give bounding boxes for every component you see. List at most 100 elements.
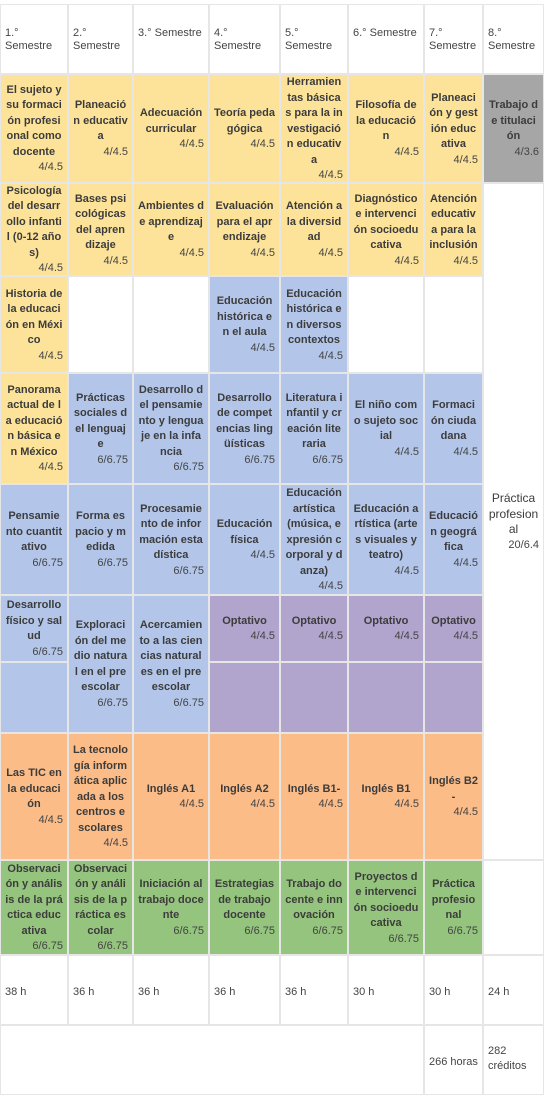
course-name: Observación y análisis de la práctica ed… <box>5 862 63 937</box>
course-credits: 6/6.75 <box>97 696 128 709</box>
semester-hours: 36 h <box>209 955 280 1025</box>
total-credits: 282 créditos <box>483 1025 544 1095</box>
course-name: Estrategias de trabajo docente <box>214 878 275 922</box>
course-cell <box>68 276 133 373</box>
course-name: Pensamiento cuantitativo <box>5 510 63 554</box>
course-credits: 6/6.75 <box>173 564 204 577</box>
course-cell <box>424 662 483 733</box>
course-cell: Literatura infantil y creación literaria… <box>280 373 348 484</box>
course-cell: Planeación y gestión educativa 4/4.5 <box>424 74 483 183</box>
course-credits: 4/4.5 <box>318 246 343 259</box>
course-name: Desarrollo físico y salud <box>5 599 63 643</box>
course-cell: Diagnóstico e intervención socioeducativ… <box>348 183 424 276</box>
course-credits: 6/6.75 <box>388 932 419 945</box>
course-credits: 4/3.6 <box>514 145 539 158</box>
course-name: Atención a la diversidad <box>285 200 343 244</box>
course-name: Educación artística (artes visuales y te… <box>353 502 419 562</box>
course-credits: 4/4.5 <box>394 630 419 643</box>
course-cell: Prácticas sociales del lenguaje 6/6.75 <box>68 373 133 484</box>
course-credits: 4/4.5 <box>179 798 204 811</box>
course-cell: Desarrollo físico y salud 6/6.75 <box>0 595 68 662</box>
course-name: Formación ciudadana <box>430 399 477 443</box>
semester-header: 8.° Semestre <box>483 4 544 74</box>
course-cell: Trabajo de titulación 4/3.6 <box>483 74 544 183</box>
course-cell: Observación y análisis de la práctica es… <box>68 860 133 955</box>
course-credits: 6/6.75 <box>32 940 63 953</box>
semester-header: 2.° Semestre <box>68 4 133 74</box>
course-credits: 6/6.75 <box>97 556 128 569</box>
course-cell: Proyectos de intervención socioeducativa… <box>348 860 424 955</box>
course-cell: Panorama actual de la educación básica e… <box>0 373 68 484</box>
course-cell: Optativo 4/4.5 <box>424 595 483 662</box>
course-cell: Acercamiento a las ciencias naturales en… <box>133 595 209 733</box>
course-cell: Teoría pedagógica 4/4.5 <box>209 74 280 183</box>
semester-hours: 38 h <box>0 955 68 1025</box>
course-cell: Inglés B1- 4/4.5 <box>280 733 348 860</box>
course-cell: Pensamiento cuantitativo 6/6.75 <box>0 484 68 595</box>
course-name: Inglés A1 <box>146 782 196 795</box>
course-name: La tecnología informática aplicada a los… <box>73 744 129 834</box>
course-cell: Procesamiento de información estadística… <box>133 484 209 595</box>
course-cell: Las TIC en la educación 4/4.5 <box>0 733 68 860</box>
course-cell: Educación geográfica 4/4.5 <box>424 484 483 595</box>
course-name: Educación artística (música, expresión c… <box>285 487 343 577</box>
course-credits: 4/4.5 <box>453 153 478 166</box>
course-name: Panorama actual de la educación básica e… <box>5 383 63 458</box>
course-cell: Inglés B2- 4/4.5 <box>424 733 483 860</box>
course-name: El sujeto y su formación profesional com… <box>6 83 62 158</box>
course-name: Acercamiento a las ciencias naturales en… <box>139 619 203 694</box>
course-name: Proyectos de intervención socioeducativa <box>353 870 419 930</box>
course-cell: Iniciación al trabajo docente 6/6.75 <box>133 860 209 955</box>
course-name: Prácticas sociales del lenguaje <box>73 391 128 451</box>
course-credits: 6/6.75 <box>173 924 204 937</box>
course-credits: 4/4.5 <box>103 145 128 158</box>
course-name: Educación geográfica <box>429 510 478 554</box>
course-credits: 4/4.5 <box>318 349 343 362</box>
course-cell: Evaluación para el aprendizaje 4/4.5 <box>209 183 280 276</box>
course-name: Optativo <box>363 614 409 627</box>
semester-hours: 36 h <box>133 955 209 1025</box>
course-name: Teoría pedagógica <box>214 107 275 135</box>
course-name: Las TIC en la educación <box>6 767 62 811</box>
course-name: Psicología del desarrollo infantil (0-12… <box>6 184 62 259</box>
course-credits: 6/6.75 <box>32 556 63 569</box>
course-name: Diagnóstico e intervención socioeducativ… <box>353 192 419 252</box>
course-name: Evaluación para el aprendizaje <box>215 200 274 244</box>
course-cell: Educación histórica en diversos contexto… <box>280 276 348 373</box>
course-name: Práctica profesional <box>488 491 539 537</box>
course-name: Historia de la educación en México <box>5 287 63 347</box>
course-name: Optativo <box>291 614 337 627</box>
course-credits: 6/6.75 <box>312 924 343 937</box>
course-credits: 4/4.5 <box>38 349 63 362</box>
course-name: Literatura infantil y creación literaria <box>285 391 343 451</box>
course-credits: 20/6.4 <box>508 538 539 551</box>
course-cell: Optativo 4/4.5 <box>209 595 280 662</box>
semester-header: 3.° Semestre <box>133 4 209 74</box>
course-credits: 6/6.75 <box>32 645 63 658</box>
course-cell: La tecnología informática aplicada a los… <box>68 733 133 860</box>
course-credits: 6/6.75 <box>244 924 275 937</box>
course-name: Herramientas básicas para la investigaci… <box>285 76 343 166</box>
course-name: Atención educativa para la inclusión <box>429 192 478 252</box>
course-credits: 4/4.5 <box>394 798 419 811</box>
course-credits: 4/4.5 <box>250 138 275 150</box>
course-name: Procesamiento de información estadística <box>139 502 203 562</box>
course-cell: Filosofía de la educación 4/4.5 <box>348 74 424 183</box>
course-name: Educación histórica en el aula <box>216 295 273 339</box>
semester-hours: 36 h <box>280 955 348 1025</box>
course-credits: 4/4.5 <box>250 341 275 354</box>
course-cell: Bases psicológicas del aprendizaje 4/4.5 <box>68 183 133 276</box>
course-credits: 4/4.5 <box>394 564 419 577</box>
course-name: Planeación educativa <box>73 99 128 143</box>
course-credits: 6/6.75 <box>447 924 478 937</box>
totals-spacer <box>0 1025 424 1095</box>
course-credits: 4/4.5 <box>38 461 63 474</box>
course-name: Desarrollo de competencias lingüísticas <box>216 391 273 451</box>
course-cell: Atención a la diversidad 4/4.5 <box>280 183 348 276</box>
semester-header: 4.° Semestre <box>209 4 280 74</box>
course-credits: 4/4.5 <box>250 798 275 811</box>
course-cell: Forma espacio y medida 6/6.75 <box>68 484 133 595</box>
course-credits: 4/4.5 <box>250 630 275 643</box>
course-credits: 4/4.5 <box>453 445 478 458</box>
course-credits: 6/6.75 <box>97 940 128 953</box>
